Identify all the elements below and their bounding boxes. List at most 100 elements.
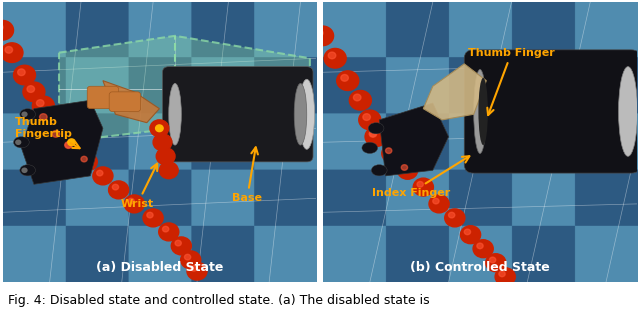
Circle shape xyxy=(473,240,493,258)
Circle shape xyxy=(337,71,359,91)
Circle shape xyxy=(365,127,387,146)
Circle shape xyxy=(159,223,179,241)
Circle shape xyxy=(13,65,35,85)
Circle shape xyxy=(370,131,376,137)
Circle shape xyxy=(65,142,72,148)
Circle shape xyxy=(312,26,333,46)
Ellipse shape xyxy=(299,79,315,149)
Ellipse shape xyxy=(20,109,35,120)
Circle shape xyxy=(341,75,348,81)
Ellipse shape xyxy=(169,84,181,145)
Polygon shape xyxy=(423,64,486,120)
Circle shape xyxy=(68,139,76,146)
Ellipse shape xyxy=(20,165,35,176)
FancyBboxPatch shape xyxy=(163,67,313,162)
Circle shape xyxy=(97,170,103,176)
Circle shape xyxy=(429,195,449,213)
Ellipse shape xyxy=(294,84,307,145)
Polygon shape xyxy=(103,81,159,123)
Circle shape xyxy=(180,251,201,269)
Circle shape xyxy=(27,86,35,93)
Text: (a) Disabled State: (a) Disabled State xyxy=(95,261,223,274)
FancyBboxPatch shape xyxy=(87,86,118,109)
Text: Wrist: Wrist xyxy=(121,164,157,209)
Circle shape xyxy=(35,110,58,130)
Circle shape xyxy=(156,125,163,132)
Circle shape xyxy=(184,254,191,260)
Circle shape xyxy=(77,153,97,171)
Circle shape xyxy=(413,178,433,196)
Circle shape xyxy=(52,130,60,137)
Ellipse shape xyxy=(479,78,488,145)
FancyBboxPatch shape xyxy=(109,92,141,111)
Circle shape xyxy=(477,243,483,249)
Circle shape xyxy=(128,198,134,204)
Circle shape xyxy=(381,145,402,162)
Text: Index Finger: Index Finger xyxy=(372,156,469,198)
Circle shape xyxy=(81,156,87,162)
Circle shape xyxy=(464,229,470,235)
Circle shape xyxy=(33,96,54,116)
Circle shape xyxy=(0,20,13,40)
Text: (b) Controlled State: (b) Controlled State xyxy=(410,261,550,274)
Circle shape xyxy=(153,134,172,151)
Ellipse shape xyxy=(618,67,637,156)
Circle shape xyxy=(385,148,392,153)
Circle shape xyxy=(460,226,481,244)
Circle shape xyxy=(353,94,361,101)
Circle shape xyxy=(324,48,346,68)
Circle shape xyxy=(490,257,496,263)
Circle shape xyxy=(40,114,47,121)
FancyBboxPatch shape xyxy=(464,50,640,173)
Circle shape xyxy=(363,114,371,121)
Circle shape xyxy=(23,82,45,102)
Ellipse shape xyxy=(474,70,486,153)
Circle shape xyxy=(147,212,153,218)
Circle shape xyxy=(175,240,181,246)
Circle shape xyxy=(495,268,515,286)
Ellipse shape xyxy=(21,167,28,173)
Circle shape xyxy=(61,138,83,158)
Circle shape xyxy=(445,209,465,227)
Circle shape xyxy=(366,128,386,146)
Circle shape xyxy=(48,127,70,146)
Circle shape xyxy=(187,262,207,280)
Circle shape xyxy=(449,212,455,218)
Circle shape xyxy=(499,271,505,277)
Circle shape xyxy=(36,100,44,107)
Circle shape xyxy=(5,47,13,53)
Ellipse shape xyxy=(21,111,28,117)
Circle shape xyxy=(124,195,144,213)
Circle shape xyxy=(316,30,323,36)
Circle shape xyxy=(0,24,3,31)
Polygon shape xyxy=(21,100,103,184)
Circle shape xyxy=(113,184,118,190)
Circle shape xyxy=(359,110,381,130)
Circle shape xyxy=(163,226,169,232)
Circle shape xyxy=(397,161,418,179)
Circle shape xyxy=(486,254,506,272)
Text: Thumb Finger: Thumb Finger xyxy=(468,48,555,115)
Circle shape xyxy=(433,198,439,204)
Circle shape xyxy=(150,120,169,137)
Circle shape xyxy=(159,162,178,179)
Circle shape xyxy=(18,69,25,76)
Ellipse shape xyxy=(371,165,387,176)
Text: Fig. 4: Disabled state and controlled state. (a) The disabled state is: Fig. 4: Disabled state and controlled st… xyxy=(8,294,429,307)
Circle shape xyxy=(172,237,191,255)
Polygon shape xyxy=(380,103,449,176)
Circle shape xyxy=(61,139,81,157)
Circle shape xyxy=(191,265,197,271)
Ellipse shape xyxy=(362,142,378,153)
Circle shape xyxy=(65,142,72,148)
Polygon shape xyxy=(59,36,310,142)
Circle shape xyxy=(349,91,371,110)
Circle shape xyxy=(417,182,423,187)
Circle shape xyxy=(369,130,377,137)
Circle shape xyxy=(93,167,113,185)
Circle shape xyxy=(1,43,23,63)
Circle shape xyxy=(143,209,163,227)
Ellipse shape xyxy=(13,137,29,148)
Circle shape xyxy=(401,165,408,170)
Text: Base: Base xyxy=(232,147,262,203)
